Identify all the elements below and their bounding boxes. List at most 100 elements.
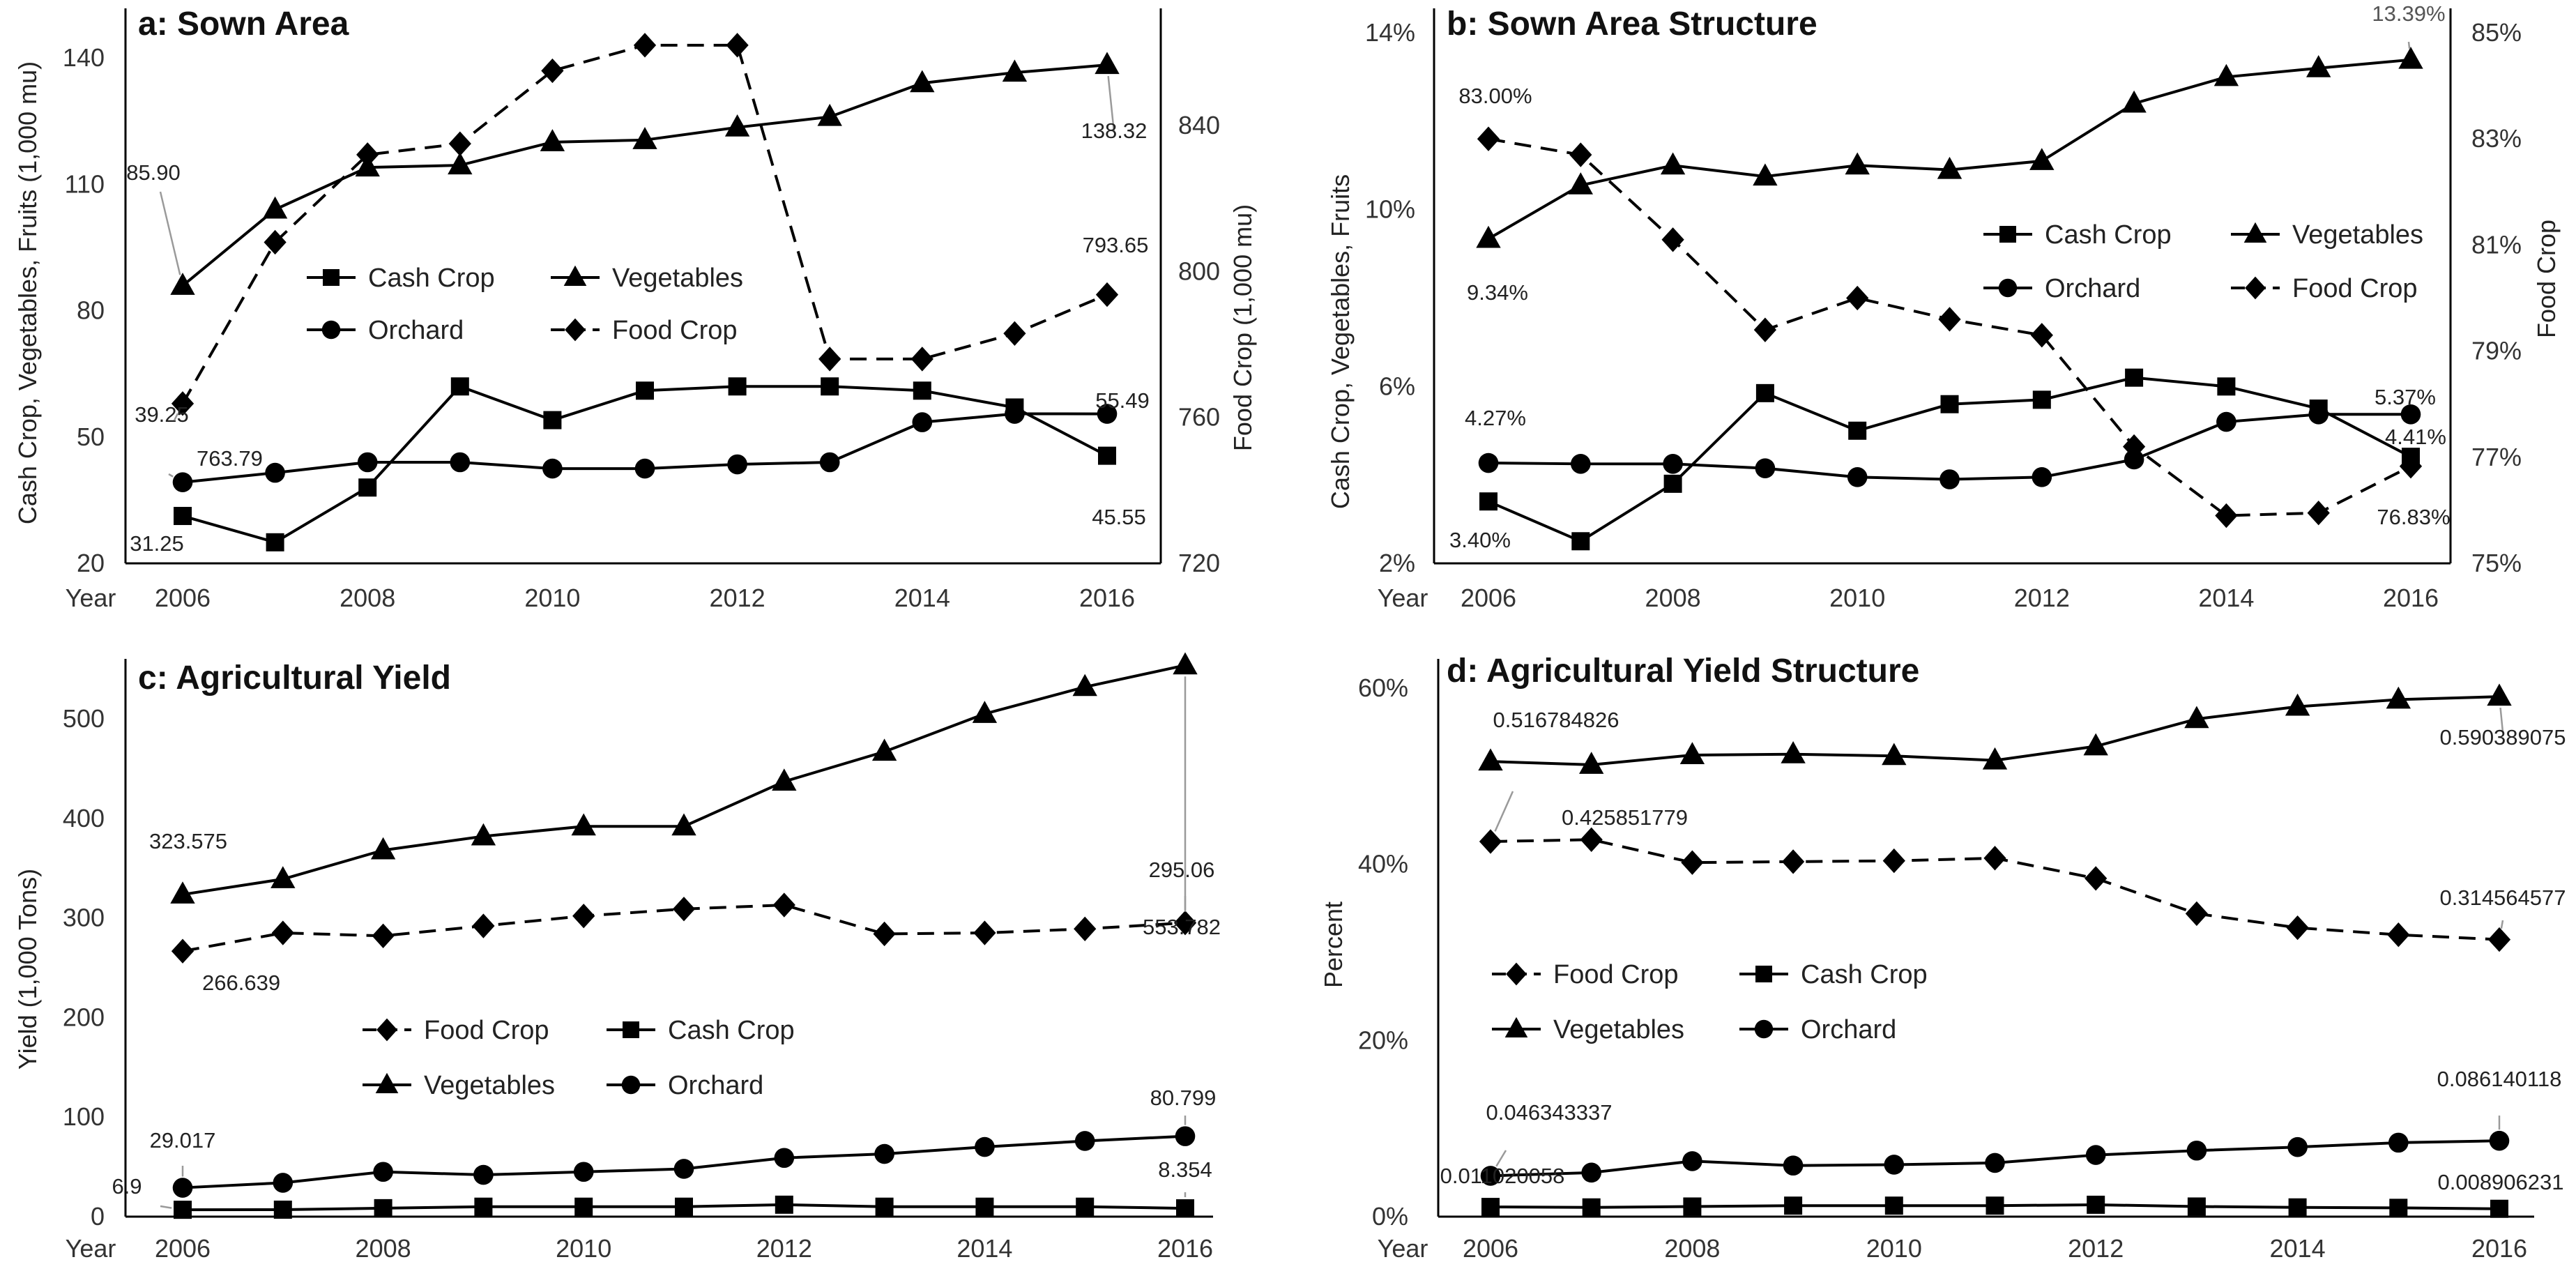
panel-a-food-crop-point [264,229,287,255]
panel-a-series-food-crop [171,33,1119,416]
panel-c-x-tick-label: 2014 [957,1234,1012,1263]
panel-b-data-label-text: 76.83% [2377,505,2450,529]
panel-c-food-crop-point [772,892,795,918]
panel-b-left-axis-label: Cash Crop, Vegetables, Fruits [1326,174,1355,509]
panel-d-x-tick-label: 2014 [2270,1234,2326,1263]
panel-d-data-label-text: 0.008906231 [2437,1170,2563,1194]
panel-d-data-label: 0.011020058 [1440,1164,1565,1188]
panel-d-food-crop-point [1479,829,1502,854]
panel-c-leader-line [160,1205,172,1209]
panel-d-left-tick-label: 40% [1358,850,1408,878]
panel-d-cash-crop-point [2389,1199,2408,1217]
panel-d-left-tick-label: 60% [1358,674,1408,702]
panel-d-vegetables-point [1679,742,1705,765]
panel-a-legend-marker [565,318,586,342]
panel-a-leader-line [1107,75,1115,133]
panel-b-cash-crop-point [2217,377,2236,396]
panel-c-cash-crop-point [1076,1197,1095,1216]
panel-d-food-crop-point [2387,922,2410,948]
panel-c-vegetables-point [1072,674,1097,697]
panel-d-orchard-point [1783,1155,1804,1176]
panel-a-legend-item-cash-crop: Cash Crop [307,264,495,293]
panel-d-cash-crop-point [1884,1196,1903,1215]
panel-a-legend-item-orchard: Orchard [307,316,464,345]
panel-a-cash-crop-point [266,533,284,551]
panel-c-series-cash-crop [174,1195,1194,1219]
panel-c-x-tick-label: 2012 [756,1234,812,1263]
panel-c-orchard-point [573,1162,594,1182]
panel-c-data-label-text: 6.9 [112,1174,142,1199]
panel-d-data-label: 0.046343337 [1486,1100,1613,1167]
panel-b-vegetables-point [1753,163,1778,186]
panel-a-data-label-text: 85.90 [126,160,181,185]
panel-b-orchard-point [2124,449,2144,470]
panel-a-data-label: 138.32 [1081,75,1147,143]
panel-a-vegetables-point [817,103,842,126]
panel-a-data-label-text: 55.49 [1095,388,1150,413]
panel-d-legend-marker [1755,966,1772,982]
panel-a-vegetables-point [448,152,473,175]
panel-d-legend-item-orchard: Orchard [1739,1015,1896,1044]
panel-a-data-label: 763.79 [173,413,263,471]
panel-d-legend-label: Cash Crop [1801,960,1928,989]
panel-c-vegetables-point [270,866,296,888]
panel-d-cash-crop-point [2490,1199,2508,1218]
panel-b-legend-marker [2243,222,2267,243]
panel-c-food-crop-point [171,938,195,964]
panel-d-left-tick-label: 20% [1358,1026,1408,1054]
panel-a-data-label: 55.49 [1095,388,1150,413]
panel-b-data-label: 4.41% [2385,425,2446,449]
panel-c-vegetables-point [370,837,396,860]
panel-a-right-axis-label: Food Crop (1,000 mu) [1228,204,1257,451]
panel-d-data-label: 0.425851779 [1494,791,1688,832]
panel-b-data-label: 76.83% [2377,505,2450,529]
panel-c-left-axis-label: Yield (1,000 Tons) [13,869,42,1070]
panel-a-x-tick-label: 2014 [894,584,950,612]
panel-c-cash-crop-point [273,1201,292,1219]
panel-c-data-label: 29.017 [150,1128,216,1177]
panel-c-cash-crop-point [675,1197,693,1216]
panel-d-data-label-text: 0.314564577 [2439,885,2566,910]
panel-c-legend-label: Cash Crop [668,1016,795,1045]
panel-b-x-tick-label: 2012 [2014,584,2070,612]
panel-a-series-orchard [172,404,1118,492]
panel-b-title: b: Sown Area Structure [1447,6,1817,43]
panel-d-cash-crop-point [2087,1195,2105,1214]
panel-a-food-crop-point [1003,321,1026,346]
panel-a-cash-crop-point [543,411,562,429]
panel-d-series-food-crop [1479,827,2511,952]
panel-d-agricultural-yield-structure: d: Agricultural Yield Structure 0% 20% 40%… [1319,653,2566,1263]
panel-c-cash-crop-point [174,1201,192,1219]
panel-b-right-axis-label: Food Crop [2532,220,2561,338]
panel-b-right-tick-label: 79% [2471,337,2522,365]
panel-b-cash-crop-point [1479,492,1497,511]
panel-d-food-crop-point [1882,848,1905,874]
panel-b-x-tick-label: 2008 [1645,584,1701,612]
panel-a-food-crop-point [910,347,933,372]
panel-b-data-label: 5.37% [2375,385,2436,409]
panel-a-data-label: 793.65 [1083,233,1149,257]
panel-b-food-crop-point [2399,454,2423,479]
panel-a-leader-line [168,473,174,478]
panel-b-food-crop-point [2122,434,2146,459]
panel-d-vegetables-point [2285,693,2310,716]
panel-a-leader-line [159,191,181,275]
panel-b-vegetables-point [1660,152,1686,175]
panel-c-data-label: 6.9 [112,1174,172,1209]
panel-c-cash-crop-point [975,1197,994,1216]
panel-c-legend-label: Food Crop [424,1016,549,1045]
panel-b-legend-marker [1998,278,2018,298]
panel-c-data-label-text: 29.017 [150,1128,216,1153]
panel-d-title: d: Agricultural Yield Structure [1447,653,1919,690]
panel-c-data-label: 295.06 [1149,858,1214,912]
panel-a-data-label: 31.25 [130,531,184,556]
panel-a-x-tick-label: 2010 [524,584,580,612]
panel-c-orchard-point [975,1136,995,1157]
panel-b-data-label: 3.40% [1449,528,1511,552]
panel-c-legend-marker [623,1021,639,1038]
panel-a-vegetables-point [540,129,565,151]
panel-a-orchard-point [357,452,378,473]
panel-c-data-label-text: 80.799 [1150,1086,1217,1110]
panel-b-left-tick-label: 10% [1365,195,1415,224]
panel-c-vegetables-point [871,738,897,761]
